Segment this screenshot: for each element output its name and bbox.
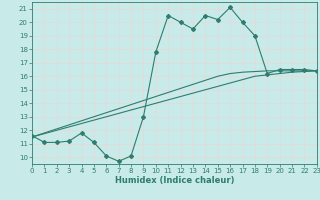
X-axis label: Humidex (Indice chaleur): Humidex (Indice chaleur) [115, 176, 234, 185]
